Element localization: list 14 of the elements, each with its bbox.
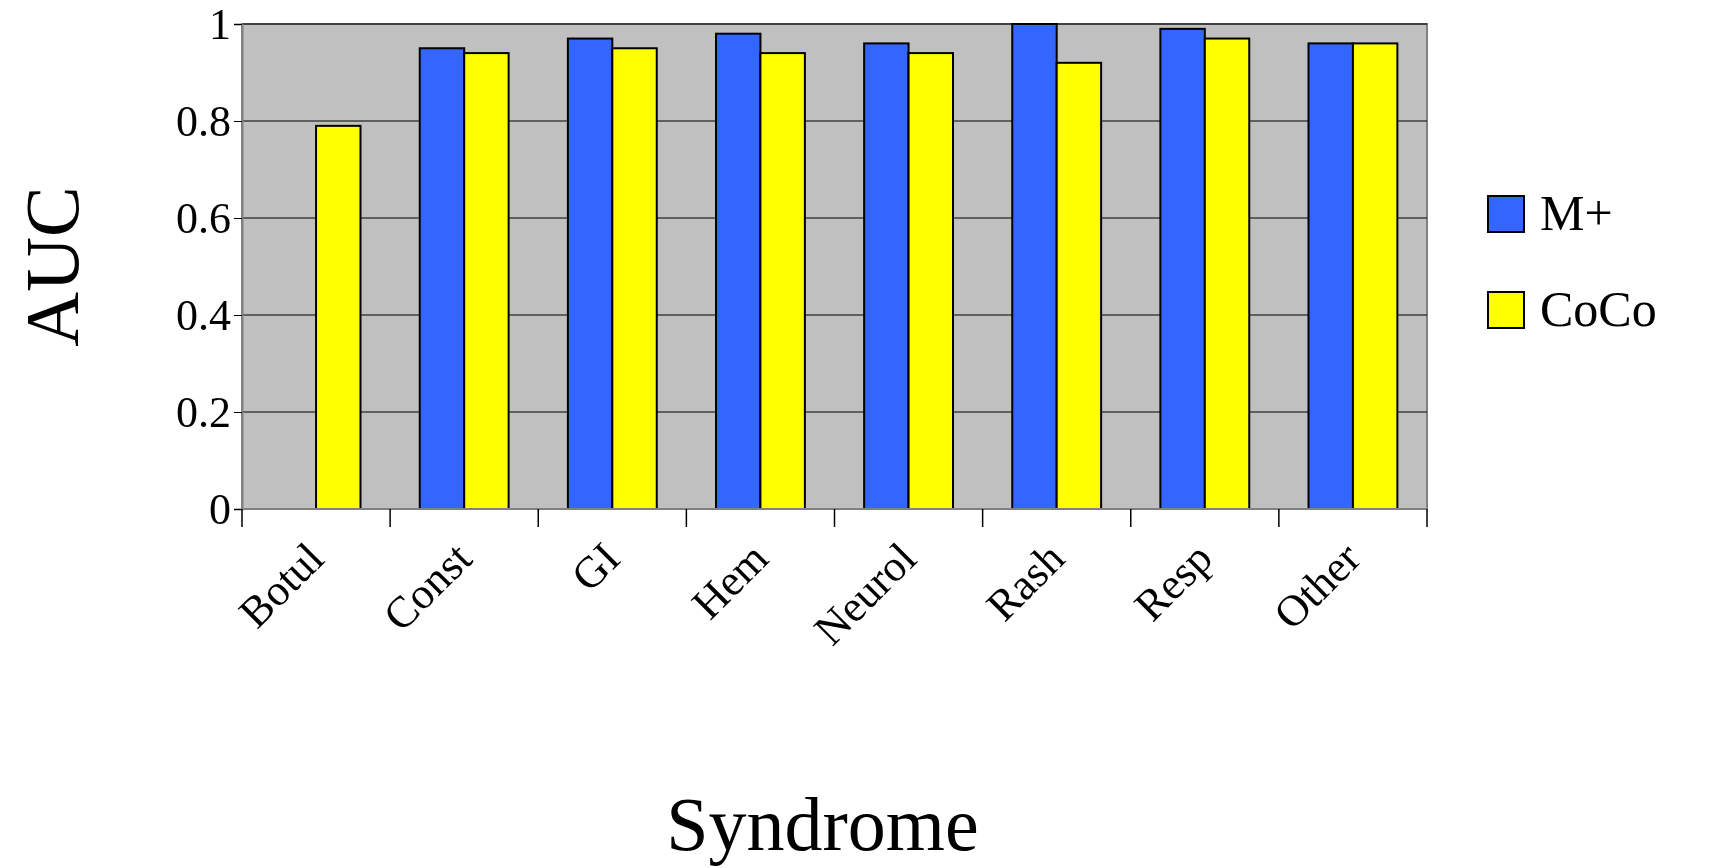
y-tick-label: 0.6 (176, 193, 231, 243)
x-tick-label: Hem (682, 533, 778, 629)
y-axis-title: AUC (10, 186, 94, 347)
y-tick-label: 0.2 (176, 387, 231, 437)
x-tick-label: GI (561, 533, 630, 601)
legend-label: M+ (1540, 185, 1613, 241)
x-tick-label: Rash (976, 533, 1074, 631)
y-tick-label: 0.8 (176, 96, 231, 146)
y-tick-label: 0 (209, 484, 231, 534)
x-axis-title: Syndrome (666, 782, 979, 866)
legend-label: CoCo (1540, 281, 1657, 337)
x-tick-label: Resp (1125, 533, 1222, 631)
y-tick-label: 0.4 (176, 290, 231, 340)
y-tick-label: 1 (209, 0, 231, 49)
